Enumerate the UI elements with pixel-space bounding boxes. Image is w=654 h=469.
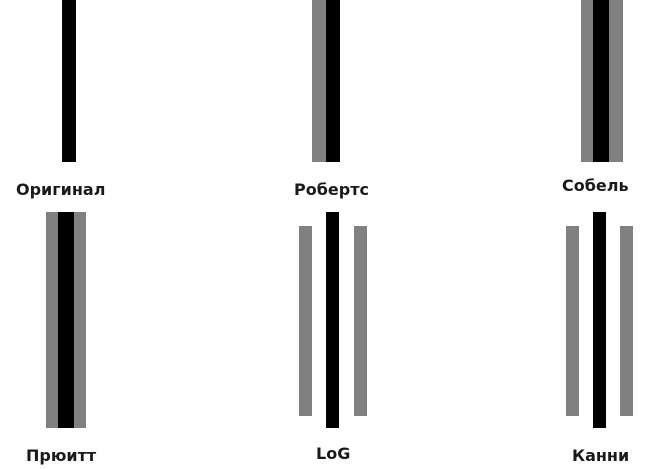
label-original: Оригинал xyxy=(16,180,106,199)
panel-prewitt xyxy=(46,212,86,428)
edge-stripe-gray xyxy=(354,226,367,416)
panel-log xyxy=(299,212,369,428)
panel-roberts xyxy=(312,0,340,162)
edge-stripe-gray xyxy=(46,212,58,428)
edge-stripe-gray xyxy=(74,212,86,428)
edge-stripe-black xyxy=(326,212,339,428)
edge-stripe-gray xyxy=(566,226,579,416)
label-prewitt: Прюитт xyxy=(26,446,97,465)
edge-stripe-gray xyxy=(299,226,312,416)
edge-stripe-gray xyxy=(620,226,633,416)
edge-stripe-black xyxy=(593,212,606,428)
label-sobel: Собель xyxy=(562,176,629,195)
edge-stripe-black xyxy=(62,0,76,162)
panel-original xyxy=(62,0,76,162)
edge-stripe-gray xyxy=(609,0,623,162)
edge-stripe-black xyxy=(593,0,609,162)
edge-stripe-gray xyxy=(312,0,326,162)
panel-canny xyxy=(566,212,636,428)
edge-stripe-gray xyxy=(581,0,593,162)
label-log: LoG xyxy=(316,444,351,463)
panel-sobel xyxy=(581,0,623,162)
edge-stripe-black xyxy=(58,212,74,428)
edge-stripe-black xyxy=(326,0,340,162)
label-roberts: Робертс xyxy=(294,180,369,199)
label-canny: Канни xyxy=(572,446,630,465)
